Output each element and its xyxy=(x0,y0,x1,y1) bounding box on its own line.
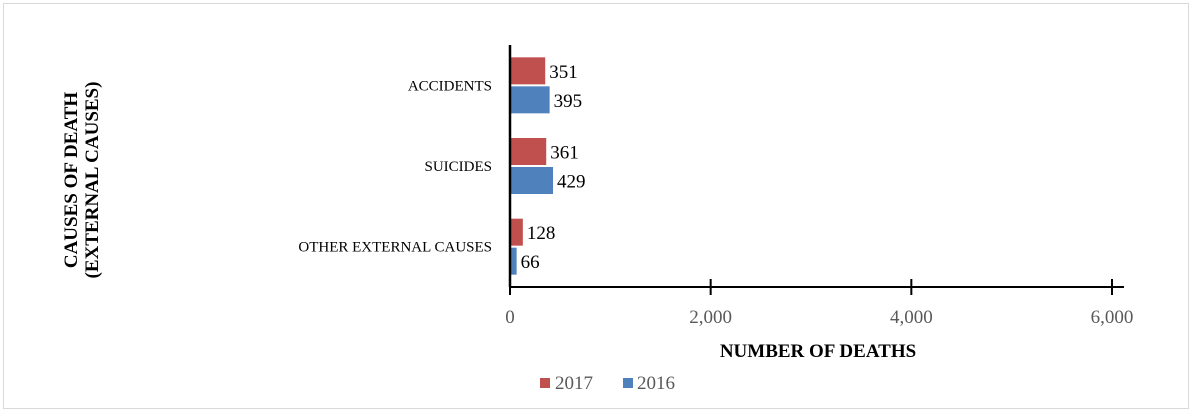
legend-label-2016: 2016 xyxy=(637,373,675,394)
data-label: 128 xyxy=(527,223,556,244)
data-label: 361 xyxy=(550,143,579,164)
data-label: 395 xyxy=(554,91,583,112)
y-axis-title-line-2: (EXTERNAL CAUSES) xyxy=(82,82,103,279)
data-label: 351 xyxy=(549,62,578,83)
bar xyxy=(510,219,523,246)
bar xyxy=(510,57,545,84)
bar xyxy=(510,138,546,165)
x-tick-label: 6,000 xyxy=(1091,307,1134,328)
legend-swatch-2017 xyxy=(540,378,550,388)
category-label: SUICIDES xyxy=(424,159,492,175)
legend-swatch-2016 xyxy=(623,378,633,388)
bar xyxy=(510,86,550,113)
x-tick-label: 2,000 xyxy=(689,307,732,328)
x-axis-title: NUMBER OF DEATHS xyxy=(720,341,916,362)
x-tick-label: 4,000 xyxy=(890,307,933,328)
x-tick-label: 0 xyxy=(505,307,515,328)
category-label: ACCIDENTS xyxy=(408,78,492,94)
data-label: 429 xyxy=(557,172,586,193)
category-label: OTHER EXTERNAL CAUSES xyxy=(298,240,492,256)
legend-label-2017: 2017 xyxy=(555,373,593,394)
legend: 2017 2016 xyxy=(540,373,675,394)
data-label: 66 xyxy=(521,252,540,273)
y-axis-title: CAUSES OF DEATH (EXTERNAL CAUSES) xyxy=(61,82,103,279)
bar xyxy=(510,167,553,194)
plot-area: ACCIDENTS 351 395 SUICIDES 361 429 OTHER EXTER… xyxy=(298,57,585,274)
y-axis-title-line-1: CAUSES OF DEATH xyxy=(61,92,82,269)
